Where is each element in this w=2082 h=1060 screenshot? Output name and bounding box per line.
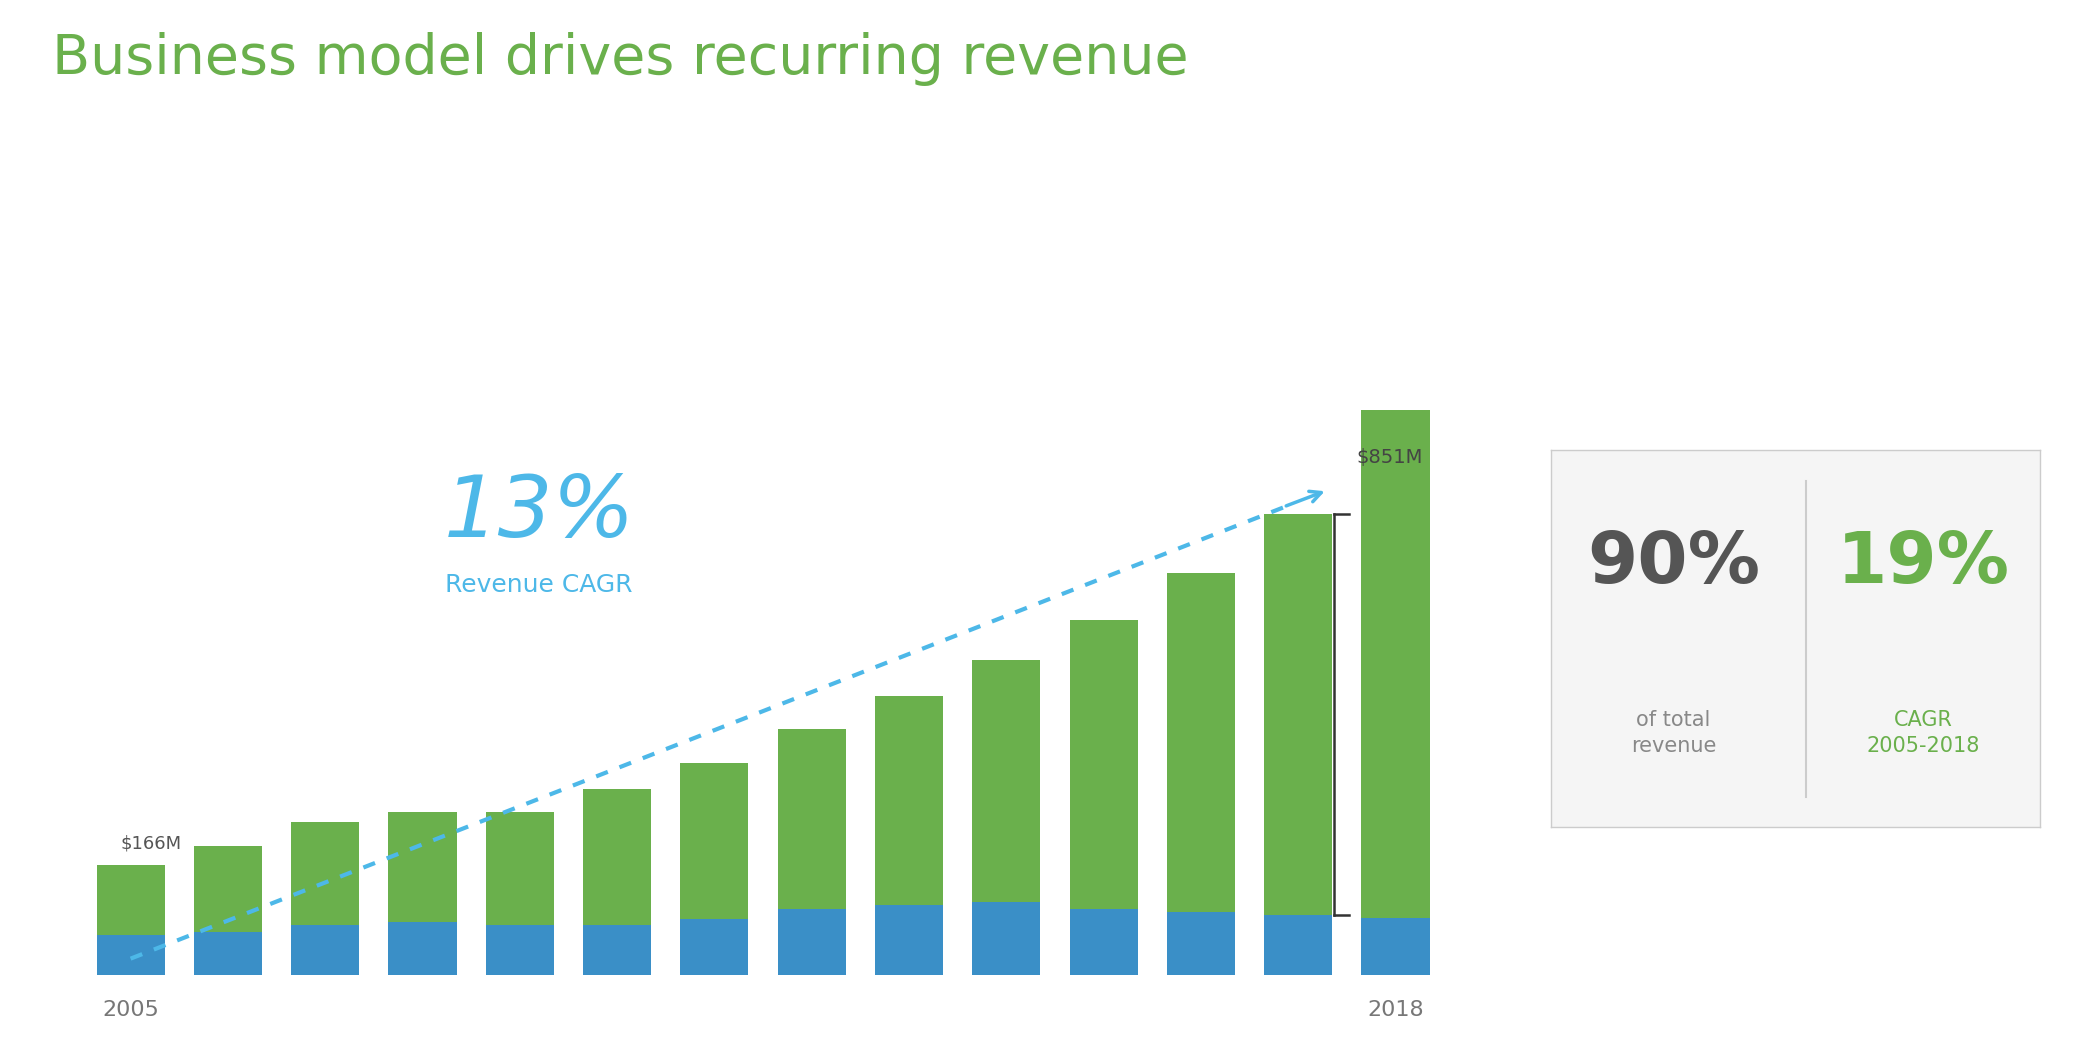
Bar — [1070, 620, 1137, 908]
Bar — [874, 696, 943, 905]
Bar — [96, 935, 164, 975]
Bar — [485, 812, 554, 925]
Bar — [1166, 912, 1235, 975]
Bar — [389, 922, 456, 975]
Bar — [779, 729, 845, 908]
Text: of total
revenue: of total revenue — [1630, 709, 1716, 756]
Text: $166M: $166M — [121, 835, 181, 853]
Bar — [1264, 513, 1332, 916]
Bar — [681, 919, 747, 975]
Text: $851M: $851M — [1357, 448, 1422, 467]
Bar — [96, 865, 164, 935]
Bar — [583, 790, 652, 925]
Text: CAGR
2005-2018: CAGR 2005-2018 — [1865, 709, 1980, 756]
Bar — [972, 659, 1041, 902]
Bar — [583, 925, 652, 975]
Bar — [681, 762, 747, 919]
Text: Revenue CAGR: Revenue CAGR — [446, 573, 633, 598]
Bar — [1070, 908, 1137, 975]
Bar — [485, 925, 554, 975]
Bar — [291, 823, 360, 925]
Bar — [874, 905, 943, 975]
Text: 19%: 19% — [1836, 529, 2009, 598]
Bar — [779, 908, 845, 975]
Text: 2018: 2018 — [1368, 1001, 1424, 1021]
Bar — [291, 925, 360, 975]
Bar — [1362, 918, 1430, 975]
Bar — [194, 846, 262, 932]
Bar — [972, 902, 1041, 975]
Text: 2005: 2005 — [102, 1001, 158, 1021]
Text: Business model drives recurring revenue: Business model drives recurring revenue — [52, 32, 1189, 86]
Text: 90%: 90% — [1586, 529, 1759, 598]
Text: 2018 Recurring
Revenue: 2018 Recurring Revenue — [1664, 340, 1928, 407]
Text: 13%: 13% — [443, 472, 635, 554]
Bar — [194, 932, 262, 975]
Bar — [1264, 916, 1332, 975]
Bar — [1166, 573, 1235, 912]
Bar — [1362, 410, 1430, 918]
Bar — [389, 812, 456, 922]
